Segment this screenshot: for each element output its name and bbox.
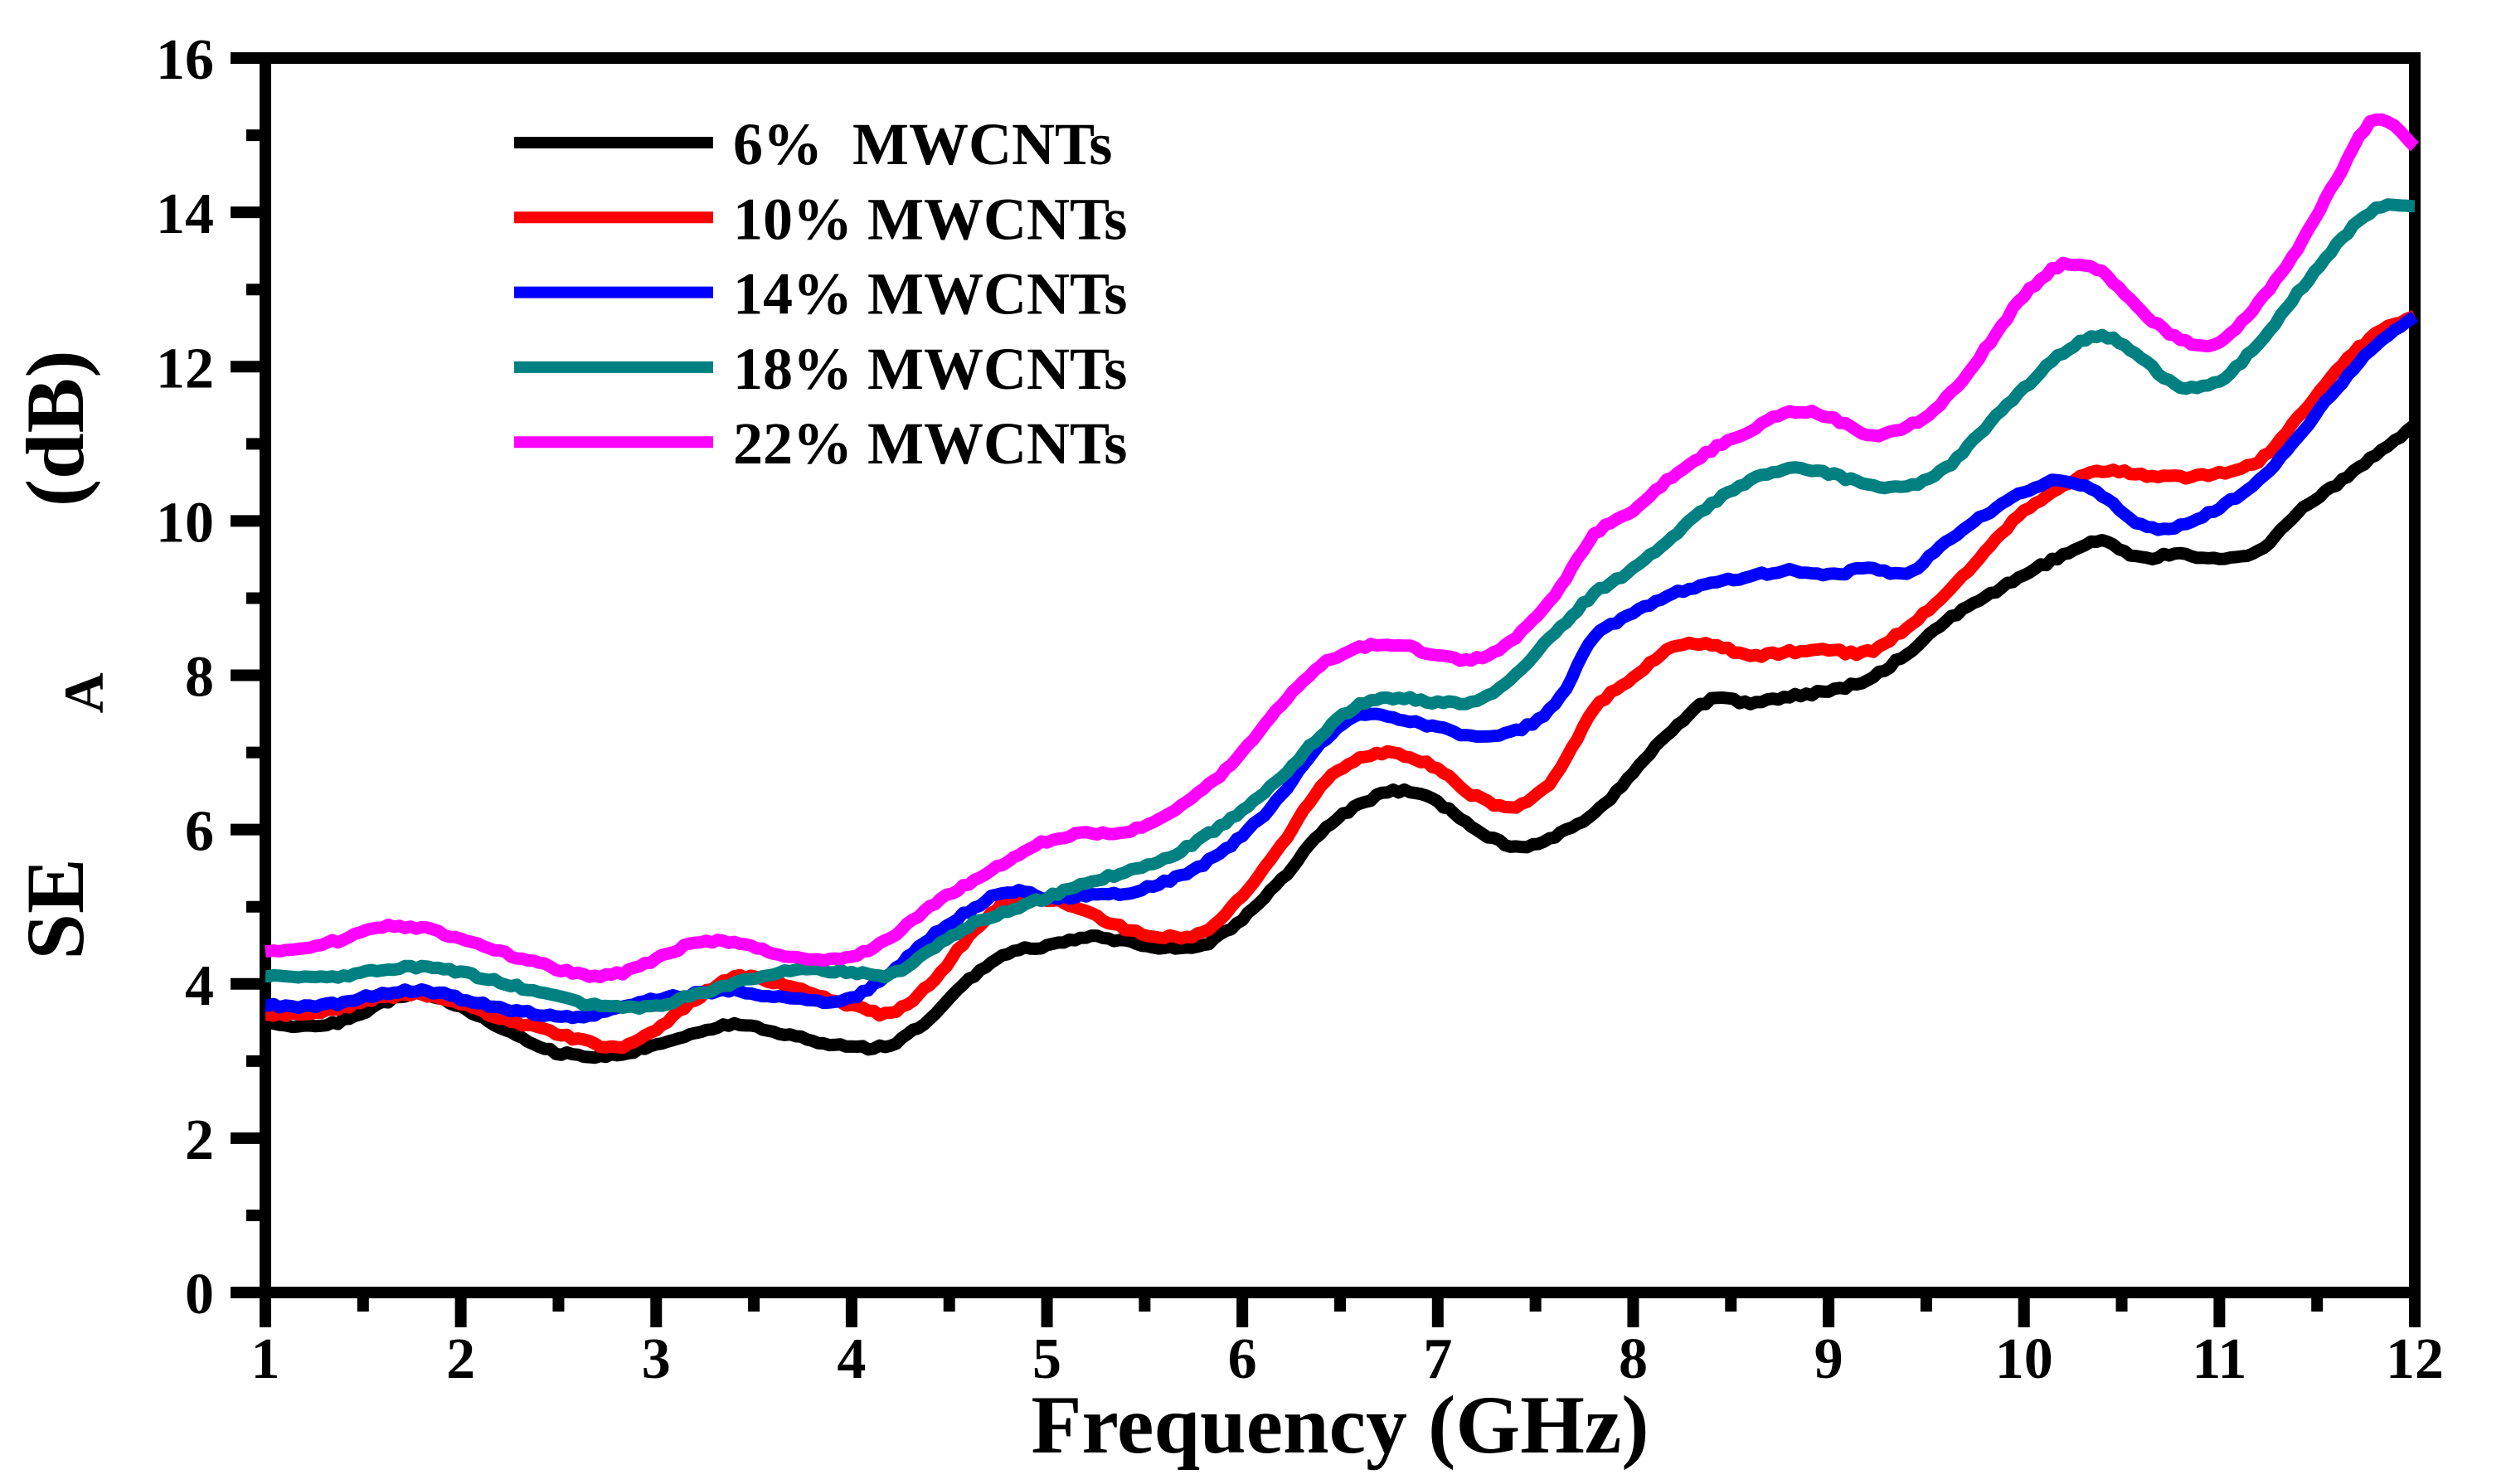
x-tick-label: 11 [2192, 1327, 2246, 1391]
legend-label-22-mwcnts: 22% MWCNTs [733, 410, 1127, 477]
y-tick-label: 14 [156, 182, 214, 246]
x-tick-label: 2 [446, 1327, 475, 1391]
y-tick-label: 8 [185, 646, 214, 710]
x-tick-label: 5 [1032, 1327, 1061, 1391]
x-tick-label: 9 [1814, 1327, 1843, 1391]
x-tick-label: 4 [837, 1327, 866, 1391]
legend-label-6-mwcnts: 6% MWCNTs [733, 111, 1112, 177]
series-line-10-mwcnts [262, 309, 2418, 1055]
y-tick-label: 4 [185, 954, 214, 1018]
series-lines [262, 113, 2420, 1065]
plot-frame [260, 52, 2421, 1298]
series-line-18-mwcnts [262, 198, 2418, 1015]
y-tick-label: 2 [185, 1108, 214, 1172]
y-tick-label: 10 [156, 491, 214, 555]
series-line-14-mwcnts [262, 311, 2419, 1025]
y-tick-label: 6 [185, 800, 214, 864]
x-tick-label: 7 [1423, 1327, 1452, 1391]
y-axis-title-sub: A [52, 672, 115, 713]
plot-border [260, 52, 2421, 1298]
x-tick-label: 10 [1995, 1327, 2053, 1391]
legend: 6% MWCNTs 10% MWCNTs 14% MWCNTs 18% MWCNTs 2… [514, 111, 1127, 477]
legend-label-14-mwcnts: 14% MWCNTs [733, 261, 1127, 327]
x-tick-label: 8 [1619, 1327, 1648, 1391]
x-tick-label: 1 [251, 1327, 280, 1391]
y-tick-label: 0 [185, 1263, 214, 1326]
x-tick-label: 6 [1228, 1327, 1257, 1391]
legend-label-18-mwcnts: 18% MWCNTs [733, 336, 1127, 402]
x-tick-label: 12 [2386, 1327, 2444, 1391]
y-axis-title-main: SE [9, 858, 101, 959]
series-line-22-mwcnts [262, 113, 2420, 984]
y-tick-label: 12 [156, 337, 214, 400]
x-tick-label: 3 [642, 1327, 671, 1391]
y-axis-title-rest: (dB) [9, 350, 101, 527]
x-axis-title: Frequency (GHz) [1031, 1379, 1649, 1471]
y-axis-title: SE A (dB) [9, 246, 121, 1104]
series-line-6-mwcnts [262, 419, 2419, 1065]
legend-label-10-mwcnts: 10% MWCNTs [733, 186, 1127, 252]
y-tick-label: 16 [156, 28, 214, 92]
